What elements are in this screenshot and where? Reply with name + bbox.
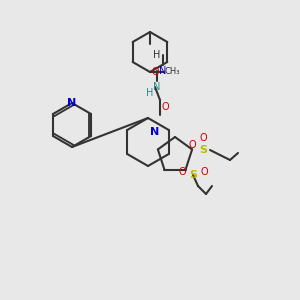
Text: H: H xyxy=(146,88,154,98)
Text: O: O xyxy=(161,102,169,112)
Text: O: O xyxy=(200,167,208,177)
Text: N: N xyxy=(159,66,167,76)
Text: O: O xyxy=(188,140,196,150)
Text: N: N xyxy=(150,127,160,137)
Text: O: O xyxy=(151,67,159,77)
Text: N: N xyxy=(68,98,76,108)
Text: S: S xyxy=(189,170,197,180)
Text: H: H xyxy=(153,50,161,60)
Text: O: O xyxy=(199,133,207,143)
Text: N: N xyxy=(153,82,161,92)
Text: O: O xyxy=(178,167,186,177)
Text: S: S xyxy=(199,145,207,155)
Text: CH₃: CH₃ xyxy=(164,68,180,76)
